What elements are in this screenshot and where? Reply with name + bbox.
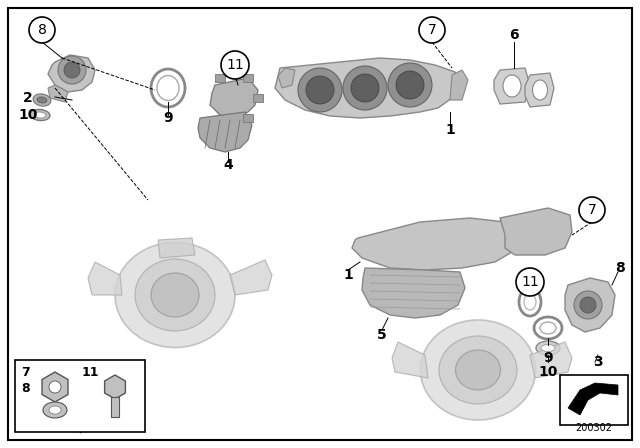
Text: 3: 3 (593, 355, 603, 369)
Polygon shape (48, 55, 95, 92)
Ellipse shape (456, 350, 500, 390)
Circle shape (343, 66, 387, 110)
Polygon shape (42, 372, 68, 402)
Ellipse shape (540, 322, 556, 334)
Text: 200302: 200302 (575, 423, 612, 433)
Text: 6: 6 (509, 28, 519, 42)
Ellipse shape (33, 94, 51, 106)
Text: 7: 7 (22, 366, 30, 379)
Bar (243, 114, 253, 122)
Bar (15, 360, 145, 432)
Circle shape (579, 197, 605, 223)
Ellipse shape (30, 109, 50, 121)
Polygon shape (48, 85, 68, 102)
Ellipse shape (439, 336, 517, 404)
Polygon shape (278, 68, 295, 88)
Circle shape (29, 17, 55, 43)
Ellipse shape (49, 406, 61, 414)
Ellipse shape (151, 273, 199, 317)
Ellipse shape (37, 97, 47, 103)
Text: 11: 11 (226, 58, 244, 72)
Text: 2: 2 (23, 91, 33, 105)
Circle shape (49, 381, 61, 393)
Ellipse shape (503, 75, 521, 97)
Polygon shape (450, 70, 468, 100)
Ellipse shape (43, 402, 67, 418)
Text: 7: 7 (428, 23, 436, 37)
Polygon shape (230, 260, 272, 295)
Text: 11: 11 (521, 275, 539, 289)
Polygon shape (362, 268, 465, 318)
Ellipse shape (532, 80, 547, 100)
Text: 10: 10 (538, 365, 557, 379)
Text: 1: 1 (445, 123, 455, 137)
Circle shape (516, 268, 544, 296)
Ellipse shape (524, 294, 536, 310)
Circle shape (306, 76, 334, 104)
Polygon shape (210, 78, 258, 118)
Polygon shape (352, 218, 518, 270)
Circle shape (574, 291, 602, 319)
Polygon shape (88, 262, 122, 295)
Polygon shape (500, 208, 572, 255)
Text: 9: 9 (163, 111, 173, 125)
Text: 9: 9 (543, 351, 553, 365)
Ellipse shape (151, 69, 185, 107)
Polygon shape (158, 238, 195, 258)
Ellipse shape (541, 345, 555, 352)
Ellipse shape (135, 259, 215, 331)
Circle shape (64, 62, 80, 78)
Circle shape (351, 74, 379, 102)
Ellipse shape (34, 112, 46, 118)
Polygon shape (392, 342, 428, 378)
Polygon shape (568, 383, 618, 415)
Polygon shape (530, 342, 572, 378)
Text: 4: 4 (223, 158, 233, 172)
Bar (215, 74, 225, 82)
Polygon shape (525, 73, 554, 107)
Ellipse shape (115, 242, 235, 348)
Bar (111, 397, 119, 417)
Text: 8: 8 (615, 261, 625, 275)
Text: 7: 7 (588, 203, 596, 217)
Circle shape (419, 17, 445, 43)
Circle shape (388, 63, 432, 107)
Polygon shape (494, 68, 530, 104)
Circle shape (580, 297, 596, 313)
Polygon shape (565, 278, 615, 332)
Ellipse shape (534, 317, 562, 339)
Circle shape (58, 56, 86, 84)
Text: 8: 8 (22, 382, 30, 395)
Text: 8: 8 (38, 23, 47, 37)
Bar (243, 74, 253, 82)
Circle shape (221, 51, 249, 79)
Polygon shape (198, 112, 252, 152)
Text: 5: 5 (377, 328, 387, 342)
Text: 1: 1 (343, 268, 353, 282)
Ellipse shape (157, 76, 179, 100)
Bar (560, 375, 628, 425)
Polygon shape (104, 375, 125, 399)
Text: 11: 11 (81, 366, 99, 379)
Circle shape (298, 68, 342, 112)
Ellipse shape (519, 288, 541, 316)
Circle shape (396, 71, 424, 99)
Ellipse shape (420, 320, 536, 420)
Ellipse shape (536, 341, 560, 355)
Bar (253, 94, 263, 102)
Text: 10: 10 (19, 108, 38, 122)
Polygon shape (275, 58, 458, 118)
